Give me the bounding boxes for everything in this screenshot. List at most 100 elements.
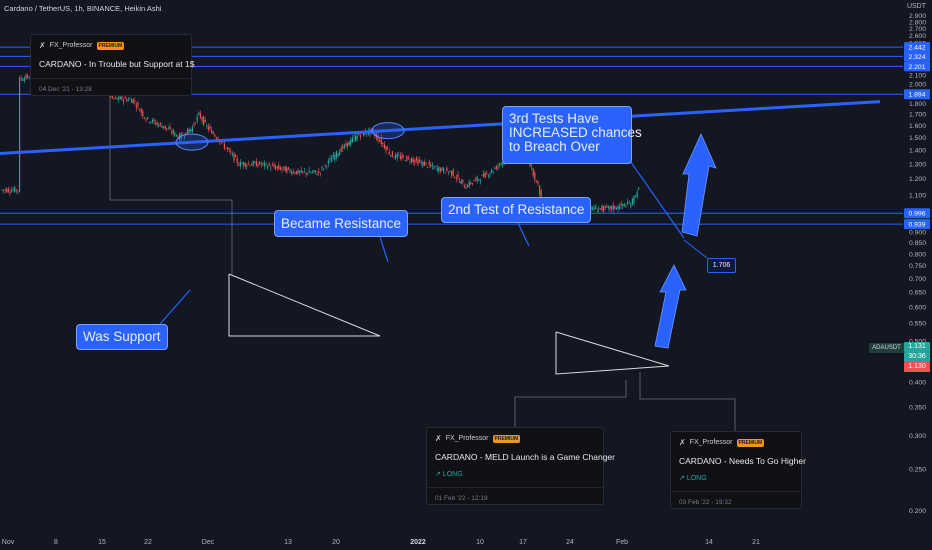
candle-body: [396, 154, 398, 159]
y-tick-label: 1.100: [909, 192, 926, 199]
candle-body: [254, 161, 256, 163]
card-title[interactable]: CARDANO - MELD Launch is a Game Changer: [435, 452, 615, 462]
candle-body: [17, 190, 19, 192]
candle-body: [137, 102, 139, 106]
candle-body: [388, 151, 390, 155]
candle-body: [425, 162, 427, 164]
candle-body: [340, 148, 342, 152]
candle-body: [625, 206, 627, 208]
candle-body: [492, 171, 494, 173]
x-tick-label: 10: [476, 539, 484, 546]
candle-body: [294, 173, 296, 174]
y-tick-label: 2.000: [909, 82, 926, 89]
third-tests-label: 3rd Tests Have INCREASED chances to Brea…: [502, 106, 642, 164]
label-pointer: [627, 157, 685, 239]
candle-body: [414, 160, 416, 163]
idea-card-3[interactable]: ✗ FX_Professor PREMIUM CARDANO - Needs To …: [670, 431, 806, 509]
candle-body: [420, 162, 422, 164]
idea-card-2[interactable]: ✗ FX_Professor PREMIUM CARDANO - MELD Laun…: [426, 427, 615, 505]
candle-body: [115, 96, 117, 98]
candle-body: [28, 78, 30, 80]
candle-body: [407, 156, 409, 159]
countdown-box: 30:36: [904, 352, 930, 362]
y-tick-label: 1.800: [909, 101, 926, 108]
candle-body: [607, 205, 609, 208]
candle-body: [457, 174, 459, 178]
candle-body: [11, 190, 13, 193]
card-author: FX_Professor: [445, 435, 489, 442]
candle-body: [454, 177, 456, 178]
candle-body: [343, 144, 345, 148]
candle-body: [124, 97, 126, 99]
candle-body: [126, 99, 128, 102]
y-tick-label: 2.700: [909, 26, 926, 33]
candle-body: [622, 204, 624, 207]
candle-body: [281, 168, 283, 170]
level-price-label: 2.324: [908, 54, 925, 61]
candle-body: [20, 77, 22, 79]
note-connector-3: [639, 372, 736, 431]
candle-body: [374, 132, 376, 137]
candle-body: [14, 187, 16, 192]
card-date: 04 Dec '21 - 13:28: [39, 86, 92, 93]
candle-body: [260, 164, 262, 165]
candle-body: [438, 167, 440, 172]
candle-body: [532, 168, 534, 176]
candle-body: [358, 133, 360, 136]
up-arrow-small: [654, 264, 687, 349]
card-date: 01 Feb '22 - 12:19: [435, 495, 488, 502]
candle-body: [286, 167, 288, 173]
target-pointer: [683, 239, 708, 259]
long-arrow-icon: ↗: [679, 475, 685, 482]
card-long: LONG: [442, 471, 463, 478]
x-tick-label: Dec: [202, 539, 215, 546]
candle-body: [231, 153, 233, 155]
candle-body: [12, 189, 14, 191]
candle-body: [135, 105, 137, 108]
candle-body: [23, 78, 25, 81]
candle-body: [403, 156, 405, 158]
candle-body: [356, 135, 358, 140]
idea-card-1[interactable]: ✗ FX_Professor PREMIUM CARDANO - In Troubl…: [30, 34, 195, 96]
card-title[interactable]: CARDANO - In Trouble but Support at 1$: [39, 59, 195, 69]
candle-body: [627, 201, 629, 204]
candle-body: [593, 207, 595, 210]
label-pointer: [379, 236, 389, 263]
candle-body: [377, 135, 379, 141]
y-tick-label: 0.200: [909, 508, 926, 515]
candle-body: [332, 154, 334, 159]
y-tick-label: 2.600: [909, 33, 926, 40]
candle-body: [278, 165, 280, 169]
candle-body: [1, 189, 3, 191]
candle-body: [483, 173, 485, 177]
level-price-box: [904, 208, 930, 219]
candle-body: [227, 147, 229, 150]
candle-body: [540, 190, 542, 198]
y-tick-label: 1.700: [909, 112, 926, 119]
candle-body: [348, 141, 350, 146]
candle-body: [382, 142, 384, 145]
card-title[interactable]: CARDANO - Needs To Go Higher: [679, 456, 806, 466]
candle-body: [452, 169, 454, 177]
candle-body: [531, 166, 533, 168]
y-tick-label: 0.850: [909, 240, 926, 247]
candle-body: [534, 172, 536, 181]
candle-body: [345, 143, 347, 146]
candle-body: [499, 163, 501, 165]
candle-body: [323, 168, 325, 170]
candle-body: [246, 164, 248, 167]
y-tick-label: 2.100: [909, 73, 926, 80]
candle-body: [604, 206, 606, 208]
candle-body: [444, 172, 446, 174]
candle-body: [132, 98, 134, 103]
candle-body: [259, 161, 261, 165]
candle-body: [198, 112, 200, 115]
candle-body: [265, 163, 267, 164]
card-long: LONG: [686, 475, 707, 482]
candle-body: [156, 122, 158, 125]
level-price-box: [904, 61, 930, 72]
candle-body: [430, 164, 432, 167]
candle-body: [129, 98, 131, 100]
candle-body: [385, 146, 387, 151]
card-date: 03 Feb '22 - 19:32: [679, 499, 732, 506]
